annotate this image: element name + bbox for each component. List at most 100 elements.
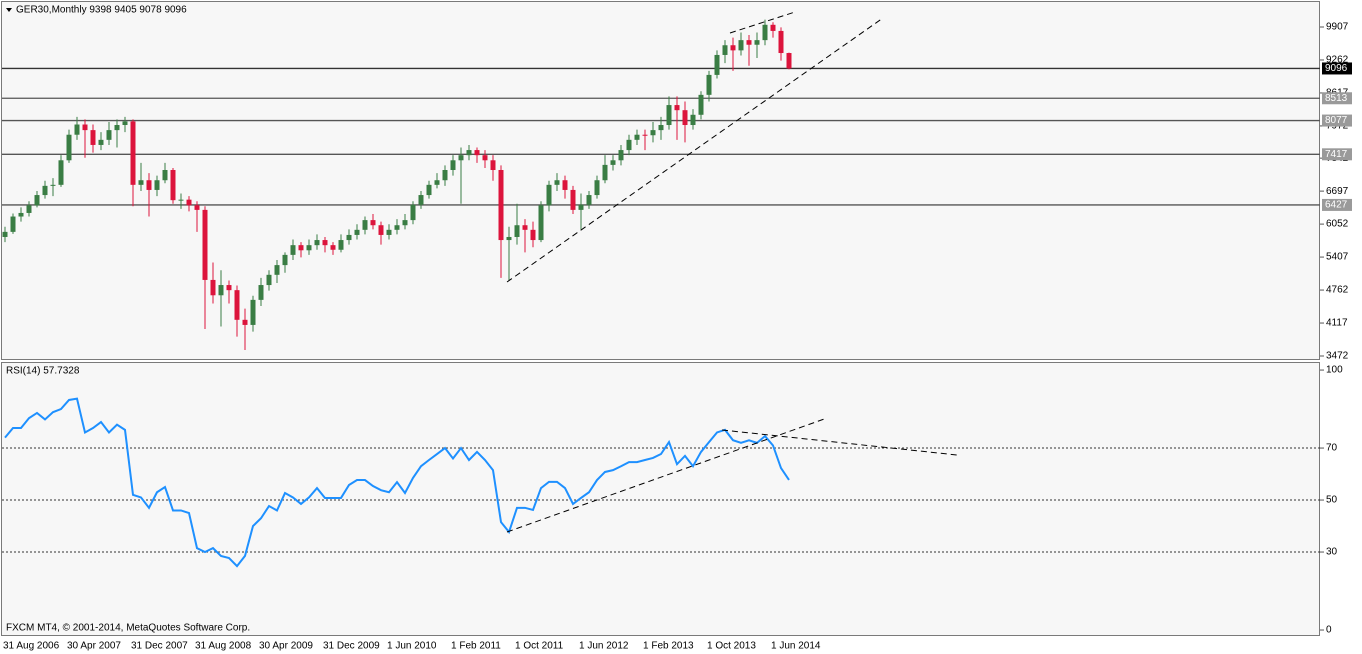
candle-body xyxy=(538,205,544,241)
plot-layer: 9907926286177972734266976052540747624117… xyxy=(2,19,1352,652)
x-tick-label: 1 Jun 2010 xyxy=(387,641,437,652)
candle-body xyxy=(18,212,24,217)
y-tick-label: 3472 xyxy=(1326,351,1349,362)
candle-body xyxy=(778,30,784,54)
candle-body xyxy=(722,45,728,55)
candle-body xyxy=(570,189,576,210)
candle-body xyxy=(498,170,504,241)
candle-body xyxy=(338,240,344,250)
candle-body xyxy=(562,180,568,190)
candle-body xyxy=(66,134,72,161)
candle-body xyxy=(442,170,448,181)
candle-body xyxy=(466,150,472,156)
candle-body xyxy=(490,160,496,171)
candle-body xyxy=(354,229,360,235)
menu-arrow xyxy=(6,8,12,12)
trend-line xyxy=(506,17,884,283)
price-tag xyxy=(1322,114,1352,127)
candle-body xyxy=(322,240,328,246)
candle-body xyxy=(98,139,104,145)
candle-body xyxy=(658,125,664,131)
candle-body xyxy=(170,170,176,201)
x-tick-label: 1 Jun 2014 xyxy=(771,641,821,652)
last-price-label: 9096 xyxy=(1325,63,1348,74)
x-tick-label: 1 Oct 2011 xyxy=(515,641,564,652)
candle-body xyxy=(378,225,384,235)
candle-body xyxy=(690,114,696,126)
candle-body xyxy=(514,225,520,237)
x-tick-label: 1 Feb 2011 xyxy=(451,641,501,652)
x-tick-label: 31 Dec 2007 xyxy=(131,641,188,652)
candle-body xyxy=(274,265,280,275)
candle-body xyxy=(122,121,128,126)
candle-body xyxy=(290,245,296,255)
candle-body xyxy=(786,53,792,69)
y-tick-label: 6697 xyxy=(1326,186,1349,197)
candle-body xyxy=(210,279,216,296)
price-tag xyxy=(1322,92,1352,105)
y-tick-label: 9262 xyxy=(1326,55,1349,66)
x-tick-label: 30 Apr 2009 xyxy=(259,641,313,652)
x-tick-label: 1 Feb 2013 xyxy=(643,641,694,652)
candle-body xyxy=(74,124,80,135)
candle-body xyxy=(194,205,200,210)
candle-body xyxy=(226,285,232,291)
candle-body xyxy=(330,245,336,250)
candle-body xyxy=(546,184,552,206)
candle-body xyxy=(682,110,688,126)
candle-body xyxy=(554,180,560,185)
candle-body xyxy=(618,150,624,161)
candle-body xyxy=(650,130,656,136)
x-tick-label: 31 Dec 2009 xyxy=(323,641,380,652)
candle-body xyxy=(138,180,144,185)
x-tick-label: 1 Jun 2012 xyxy=(579,641,629,652)
y-tick-label: 100 xyxy=(1326,365,1343,376)
candle-body xyxy=(450,160,456,171)
candle-body xyxy=(706,74,712,95)
x-tick-label: 30 Apr 2007 xyxy=(67,641,121,652)
candle-body xyxy=(298,245,304,251)
y-tick-label: 50 xyxy=(1326,495,1338,506)
candle-body xyxy=(90,130,96,145)
candle-body xyxy=(626,139,632,151)
y-tick-label: 6052 xyxy=(1326,219,1349,230)
candle-body xyxy=(730,45,736,51)
candle-body xyxy=(162,170,168,181)
candle-body xyxy=(114,125,120,131)
candle-body xyxy=(2,231,8,237)
candle-body xyxy=(482,155,488,161)
y-tick-label: 70 xyxy=(1326,443,1338,454)
price-tag-label: 6427 xyxy=(1325,200,1348,211)
candle-body xyxy=(602,164,608,181)
candle-body xyxy=(58,160,64,185)
rsi-title: RSI(14) 57.7328 xyxy=(6,366,80,377)
candle-body xyxy=(130,121,136,185)
candle-body xyxy=(666,105,672,126)
y-tick-label: 5407 xyxy=(1326,252,1349,263)
x-tick-label: 31 Aug 2006 xyxy=(3,641,60,652)
candle-body xyxy=(266,274,272,286)
trend-line xyxy=(506,417,828,533)
y-tick-label: 9907 xyxy=(1326,22,1349,33)
candle-body xyxy=(34,195,40,206)
candle-body xyxy=(418,195,424,205)
candle-body xyxy=(146,180,152,190)
candle-body xyxy=(674,105,680,111)
candle-body xyxy=(754,40,760,45)
price-panel xyxy=(1,1,1320,360)
candle-body xyxy=(474,150,480,156)
x-tick-label: 1 Oct 2013 xyxy=(707,641,756,652)
y-tick-label: 4117 xyxy=(1326,318,1348,329)
y-tick-label: 30 xyxy=(1326,547,1338,558)
candle-body xyxy=(82,124,88,131)
candle-body xyxy=(178,199,184,201)
candle-body xyxy=(594,180,600,196)
candle-body xyxy=(42,185,48,196)
candle-body xyxy=(50,184,56,186)
candle-body xyxy=(242,319,248,325)
candle-body xyxy=(578,204,584,210)
candle-body xyxy=(698,94,704,115)
last-price-tag xyxy=(1322,62,1352,75)
candle-body xyxy=(202,209,208,280)
candle-body xyxy=(346,234,352,241)
